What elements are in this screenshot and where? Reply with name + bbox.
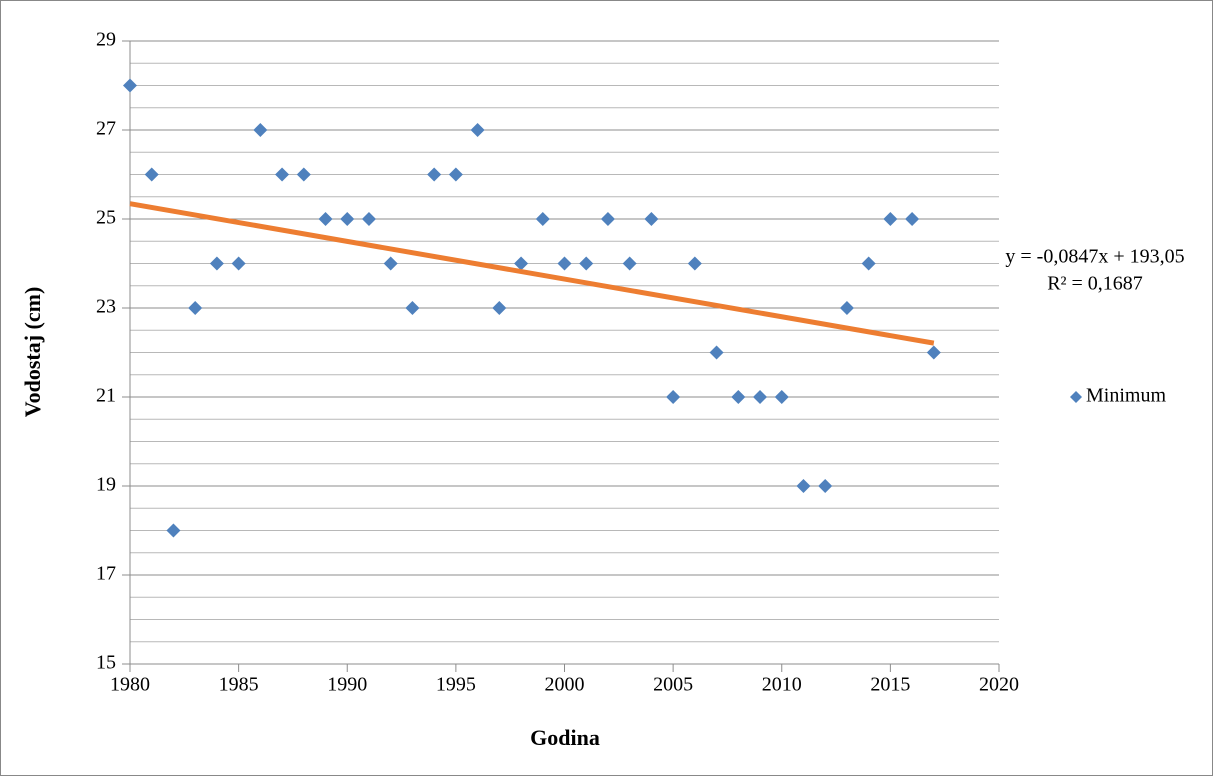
point [405, 301, 420, 315]
x-tick-label: 2020 [979, 674, 1019, 696]
y-tick-label: 19 [96, 474, 116, 496]
point [383, 256, 398, 271]
y-tick-label: 23 [96, 296, 116, 318]
point [666, 390, 681, 404]
point [296, 167, 311, 182]
point [774, 390, 789, 404]
x-tick-label: 1985 [219, 674, 259, 696]
point [188, 301, 203, 315]
legend-label: Minimum [1086, 385, 1166, 407]
point [557, 256, 572, 271]
point [753, 390, 768, 404]
point [231, 256, 246, 271]
y-tick-label: 27 [96, 118, 116, 140]
point [340, 212, 355, 226]
point [123, 78, 137, 93]
point [839, 301, 854, 315]
point [253, 123, 268, 137]
point [905, 212, 920, 226]
point [600, 212, 615, 226]
x-tick-label: 1990 [327, 674, 367, 696]
x-tick-label: 2010 [762, 674, 802, 696]
y-axis-label: Vodostaj (cm) [20, 287, 45, 418]
point [427, 167, 442, 182]
legend-marker [1070, 391, 1082, 403]
x-tick-label: 2000 [545, 674, 585, 696]
trendline [129, 201, 935, 346]
point [883, 212, 898, 226]
point [687, 256, 702, 271]
point [166, 523, 181, 538]
point [861, 256, 876, 271]
point [275, 167, 290, 182]
point [579, 256, 594, 271]
point [622, 256, 637, 271]
x-tick-label: 2005 [653, 674, 693, 696]
y-tick-label: 29 [96, 29, 116, 51]
point [448, 167, 463, 182]
point [644, 212, 659, 226]
x-tick-label: 1995 [436, 674, 476, 696]
point [514, 256, 529, 271]
point [144, 167, 159, 182]
point [535, 212, 550, 226]
point [470, 123, 485, 137]
y-tick-label: 21 [96, 385, 116, 407]
y-tick-label: 15 [96, 652, 116, 674]
point [318, 212, 333, 226]
trend-equation: y = -0,0847x + 193,05 [1005, 246, 1184, 268]
point [818, 479, 833, 493]
trend-r2: R² = 0,1687 [1047, 273, 1143, 295]
x-axis-label: Godina [530, 725, 600, 750]
x-tick-label: 2015 [870, 674, 910, 696]
y-tick-label: 25 [96, 207, 116, 229]
point [926, 345, 941, 360]
point [492, 301, 507, 315]
point [731, 390, 746, 404]
point [796, 479, 811, 493]
point [361, 212, 376, 226]
x-tick-label: 1980 [110, 674, 150, 696]
y-tick-label: 17 [96, 563, 116, 585]
point [209, 256, 224, 271]
point [709, 345, 724, 360]
